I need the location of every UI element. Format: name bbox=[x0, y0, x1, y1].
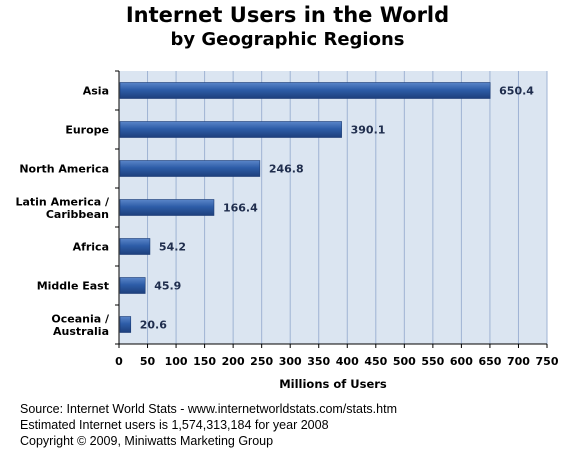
bar-chart: 0 50 100 150 200 250 300 350 400 450 500 550 600 650 7… bbox=[15, 70, 559, 392]
source-note: Source: Internet World Stats - www.inter… bbox=[20, 402, 397, 416]
chart-subtitle: by Geographic Regions bbox=[170, 29, 405, 50]
category-label-line: Europe bbox=[65, 124, 109, 137]
x-tick-label: 150 bbox=[193, 355, 216, 368]
x-tick-label: 300 bbox=[279, 355, 302, 368]
estimate-note: Estimated Internet users is 1,574,313,18… bbox=[20, 418, 329, 432]
bar bbox=[119, 82, 491, 99]
x-tick-label: 0 bbox=[115, 355, 123, 368]
bar bbox=[119, 121, 342, 138]
bar bbox=[119, 277, 146, 294]
bars bbox=[119, 82, 491, 333]
category-label-line: Oceania / bbox=[51, 312, 110, 325]
x-tick-label: 700 bbox=[507, 355, 530, 368]
copyright-note: Copyright © 2009, Miniwatts Marketing Gr… bbox=[20, 434, 274, 448]
x-tick-label: 100 bbox=[165, 355, 188, 368]
category-label: Asia bbox=[83, 85, 109, 98]
bar bbox=[119, 316, 132, 333]
bar bbox=[119, 160, 261, 177]
x-tick-label: 750 bbox=[536, 355, 559, 368]
x-axis-title: Millions of Users bbox=[279, 377, 387, 391]
x-tick-label: 600 bbox=[450, 355, 473, 368]
bar-value-label: 650.4 bbox=[499, 85, 534, 98]
axes bbox=[115, 70, 548, 348]
category-label: North America bbox=[19, 163, 109, 176]
chart-title-line: Internet Users in the World bbox=[125, 3, 450, 27]
x-tick-label: 50 bbox=[140, 355, 156, 368]
labels: 0 50 100 150 200 250 300 350 400 450 500 550 600 650 7… bbox=[15, 85, 558, 392]
category-label-line: Australia bbox=[53, 325, 109, 338]
chart-title: Internet Users in the World by Geographi… bbox=[0, 2, 575, 52]
category-label-line: Asia bbox=[83, 85, 109, 98]
bar-value-label: 20.6 bbox=[140, 319, 167, 332]
category-label: Oceania / Australia bbox=[51, 312, 110, 338]
category-label: Europe bbox=[65, 124, 109, 137]
category-label: Africa bbox=[73, 241, 109, 254]
x-tick-label: 650 bbox=[478, 355, 501, 368]
category-label: Latin America / Caribbean bbox=[15, 195, 110, 221]
category-label: Middle East bbox=[37, 280, 109, 293]
x-tick-label: 550 bbox=[421, 355, 444, 368]
bar-value-label: 246.8 bbox=[269, 163, 304, 176]
bar-value-label: 390.1 bbox=[351, 124, 386, 137]
bar-value-label: 54.2 bbox=[159, 241, 186, 254]
x-tick-label: 400 bbox=[336, 355, 359, 368]
category-label-line: Africa bbox=[73, 241, 109, 254]
x-tick-label: 350 bbox=[307, 355, 330, 368]
bar bbox=[119, 199, 215, 216]
x-tick-label: 200 bbox=[222, 355, 245, 368]
category-label-line: Middle East bbox=[37, 280, 109, 293]
category-label-line: Latin America / bbox=[15, 195, 110, 208]
bar-value-label: 45.9 bbox=[154, 280, 181, 293]
bar-value-label: 166.4 bbox=[223, 202, 258, 215]
x-tick-label: 450 bbox=[364, 355, 387, 368]
x-tick-label: 500 bbox=[393, 355, 416, 368]
category-label-line: Caribbean bbox=[46, 208, 109, 221]
bar bbox=[119, 238, 151, 255]
x-tick-label: 250 bbox=[250, 355, 273, 368]
chart-footer: Source: Internet World Stats - www.inter… bbox=[20, 401, 397, 449]
category-label-line: North America bbox=[19, 163, 109, 176]
